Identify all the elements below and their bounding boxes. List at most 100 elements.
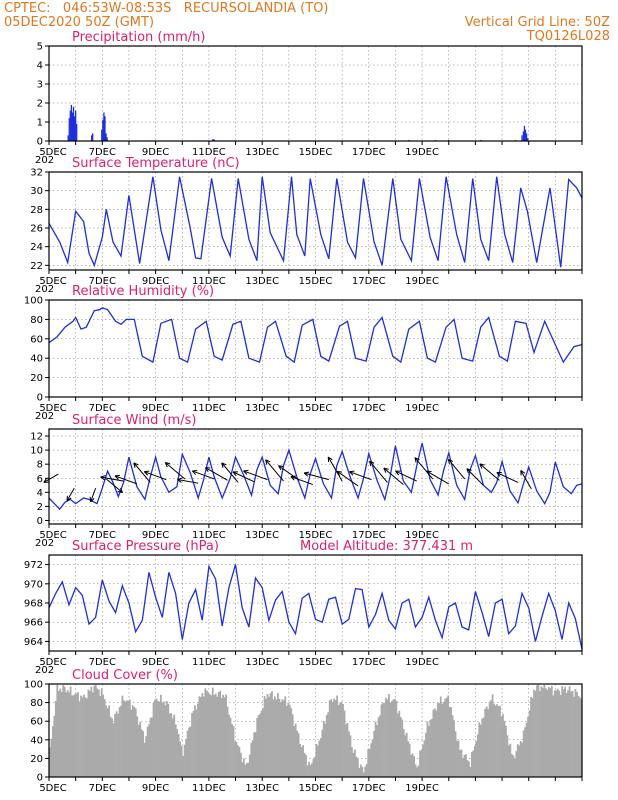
cloud-bar	[433, 708, 436, 777]
panel-title: Relative Humidity (%)	[72, 284, 214, 299]
cloud-bar	[519, 740, 522, 777]
cloud-bar	[331, 701, 334, 777]
x-tick-label: 19DEC	[405, 403, 439, 414]
cloud-bar	[502, 714, 504, 777]
cloud-bar	[274, 696, 276, 777]
cloud-bar	[213, 694, 216, 777]
y-tick-label: 6	[37, 474, 43, 485]
y-tick-label: 968	[24, 599, 43, 610]
y-tick-label: 4	[37, 61, 43, 72]
panel-title: Precipitation (mm/h)	[72, 30, 205, 45]
cloud-bar	[293, 725, 296, 777]
cloud-bar	[62, 685, 65, 777]
cloud-bar	[75, 693, 78, 777]
cloud-bar	[466, 760, 469, 777]
cloud-bar	[167, 703, 170, 777]
cloud-bar	[91, 692, 94, 777]
panel-0: 0 1 2 3 4 5 Precipitation (mm/h) 5DEC 7DEC 9DEC 11…	[35, 30, 583, 166]
cloud-bar	[429, 719, 432, 777]
wind-arrow-head	[243, 469, 249, 475]
series-line	[48, 442, 583, 511]
wind-arrow	[426, 470, 449, 485]
cloud-bar	[553, 690, 556, 777]
cloud-bar	[54, 701, 57, 777]
cloud-bar	[430, 718, 433, 777]
y-tick-label: 972	[24, 560, 43, 571]
wind-arrow-head	[191, 469, 198, 475]
x-tick-label: 5DEC	[39, 276, 66, 287]
cloud-bar	[478, 722, 481, 777]
precip-bar	[521, 135, 523, 141]
cloud-bar	[358, 767, 361, 777]
wind-arrow-head	[336, 470, 343, 476]
cloud-bar	[393, 699, 396, 777]
precip-bar	[105, 133, 107, 141]
wind-arrow	[66, 487, 75, 502]
cloud-bar	[260, 710, 263, 777]
cloud-bar	[77, 692, 79, 777]
wind-arrow-head	[177, 477, 183, 483]
wind-arrow-head	[426, 470, 432, 476]
wind-arrow	[327, 456, 343, 482]
cloud-bar	[564, 686, 567, 777]
panel-3: 0 2 4 6 8 10 12 Surface Wind (m/s) 5DEC 7DEC 9DEC 1…	[30, 413, 583, 549]
y-tick-label: 20	[30, 373, 43, 384]
cloud-bar	[376, 725, 378, 777]
wind-arrow-head	[100, 475, 106, 481]
precip-bar	[68, 118, 70, 141]
cloud-bar	[176, 729, 179, 777]
year-sub-label: 202	[35, 284, 54, 295]
cloud-bar	[405, 732, 408, 777]
cloud-bar	[63, 686, 66, 777]
cloud-bar	[521, 742, 524, 777]
cloud-bar	[271, 691, 273, 777]
wind-arrow-head	[496, 472, 502, 477]
cloud-bar	[174, 724, 177, 777]
cloud-bar	[353, 749, 356, 777]
x-tick-label: 7DEC	[89, 783, 116, 794]
cloud-bar	[127, 700, 130, 777]
cloud-bar	[537, 684, 540, 777]
x-tick-label: 19DEC	[405, 147, 439, 158]
wind-arrow	[414, 457, 434, 480]
cloud-bar	[277, 693, 279, 777]
cloud-bar	[131, 705, 134, 777]
y-tick-label: 24	[30, 242, 43, 253]
y-tick-label: 0	[37, 516, 43, 527]
series-line	[48, 176, 583, 268]
cloud-bar	[60, 691, 63, 777]
x-tick-label: 15DEC	[299, 403, 333, 414]
cloud-bar	[328, 700, 331, 777]
cloud-bar	[51, 726, 54, 777]
x-tick-label: 7DEC	[89, 657, 116, 668]
cloud-bar	[325, 714, 328, 777]
cloud-bar	[121, 695, 124, 777]
cloud-bar	[183, 744, 186, 777]
cloud-bar	[426, 721, 429, 777]
cloud-bar	[157, 700, 159, 777]
cloud-bar	[447, 695, 450, 777]
x-tick-label: 17DEC	[352, 783, 386, 794]
cloud-bar	[388, 694, 390, 777]
cloud-bar	[265, 698, 267, 777]
series-line	[48, 307, 583, 364]
wind-arrow	[336, 470, 359, 487]
cloud-bar	[408, 743, 411, 777]
cloud-bar	[462, 758, 464, 777]
wind-arrow	[232, 471, 255, 483]
cloud-bar	[490, 700, 492, 777]
header-model-id: TQ0126L028	[526, 29, 610, 44]
cloud-bar	[151, 717, 153, 777]
cloud-bar	[66, 690, 69, 777]
cloud-bar	[87, 689, 90, 777]
cloud-bar	[460, 749, 463, 777]
cloud-bar	[407, 741, 410, 777]
cloud-bar	[573, 696, 575, 777]
precip-bar	[102, 120, 104, 141]
precip-bar	[525, 133, 528, 141]
cloud-bar	[244, 764, 247, 777]
cloud-bar	[164, 705, 167, 777]
cloud-bar	[334, 700, 337, 777]
wind-arrow	[383, 467, 404, 485]
cloud-bar	[534, 690, 537, 777]
